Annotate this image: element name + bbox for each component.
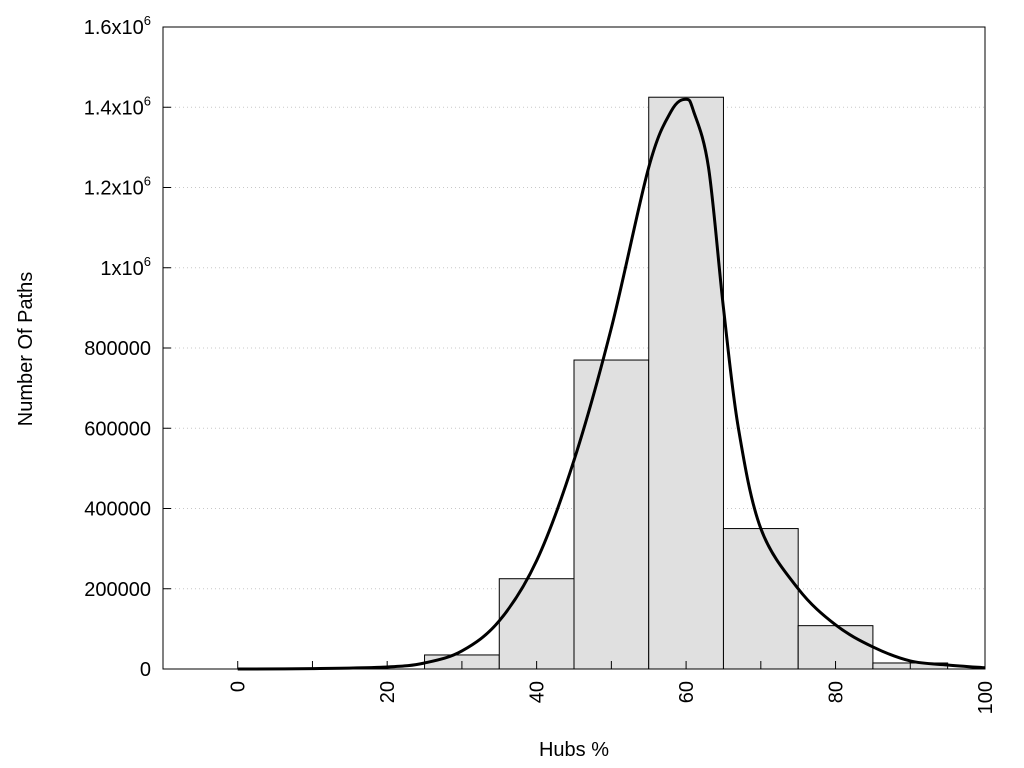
y-tick-label-5: 1x106 <box>100 254 151 280</box>
fitted-curve <box>237 97 986 671</box>
histogram-bar-2 <box>573 359 650 670</box>
histogram-bar-3 <box>648 96 724 670</box>
y-axis-title: Number Of Paths <box>15 272 37 427</box>
y-tick-label-3: 600000 <box>84 418 151 440</box>
x-tick-label-5: 100 <box>975 681 997 714</box>
y-tick-label-0: 0 <box>140 659 151 681</box>
y-tick-label-4: 800000 <box>84 338 151 360</box>
x-axis-title: Hubs % <box>539 739 609 761</box>
x-tick-label-1: 20 <box>377 681 399 703</box>
y-tick-label-8: 1.6x106 <box>84 13 151 39</box>
y-tick-label-7: 1.4x106 <box>84 93 151 119</box>
y-tick-label-2: 400000 <box>84 499 151 521</box>
histogram-bar-1 <box>498 578 575 670</box>
x-tick-label-0: 0 <box>228 681 250 692</box>
x-tick-label-4: 80 <box>826 681 848 703</box>
x-tick-label-3: 60 <box>676 681 698 703</box>
y-tick-label-6: 1.2x106 <box>84 174 151 200</box>
x-tick-label-2: 40 <box>527 681 549 703</box>
y-tick-label-1: 200000 <box>84 579 151 601</box>
histogram-bar-4 <box>722 528 799 670</box>
